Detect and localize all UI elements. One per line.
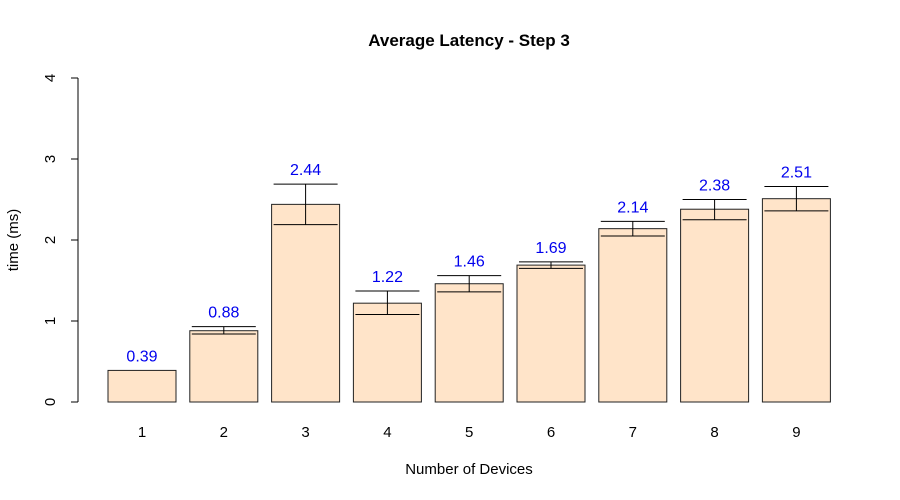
bars [107, 198, 831, 403]
error-bar [355, 290, 420, 316]
x-tick-label: 5 [465, 424, 473, 441]
bar [107, 369, 177, 403]
y-tick-label: 1 [42, 317, 59, 325]
data-label: 2.51 [781, 165, 812, 182]
chart-title: Average Latency - Step 3 [368, 31, 570, 50]
data-label: 0.39 [126, 348, 157, 365]
bar [434, 283, 504, 403]
x-tick-label: 4 [383, 424, 391, 441]
error-bar [682, 199, 747, 221]
data-labels: 0.39 0.88 2.44 1.22 1.46 1.69 2.14 2.38 2.51 [126, 162, 812, 365]
error-bars [191, 183, 829, 335]
data-label: 2.14 [617, 199, 648, 216]
x-tick-labels: 1 2 3 4 5 6 7 8 9 [138, 424, 801, 441]
data-label: 2.44 [290, 162, 321, 179]
y-tick-label: 3 [42, 155, 59, 163]
data-label: 2.38 [699, 178, 730, 195]
error-bar [191, 326, 256, 335]
bar [598, 228, 668, 403]
y-tick-label: 4 [42, 74, 59, 82]
bar [680, 208, 750, 403]
x-tick-label: 8 [710, 424, 718, 441]
bar [352, 302, 422, 403]
error-bar [273, 183, 338, 226]
x-axis-label: Number of Devices [405, 461, 533, 478]
error-bar [764, 186, 829, 212]
error-bar [600, 220, 665, 237]
x-tick-label: 2 [220, 424, 228, 441]
bar [761, 198, 831, 403]
data-label: 1.46 [454, 254, 485, 271]
x-tick-label: 7 [629, 424, 637, 441]
data-label: 0.88 [208, 305, 239, 322]
bar [189, 330, 259, 403]
x-tick-label: 9 [792, 424, 800, 441]
x-tick-label: 3 [301, 424, 309, 441]
y-axis-label: time (ms) [5, 209, 22, 272]
y-axis: 0 1 2 3 4 [42, 74, 79, 406]
data-label: 1.69 [535, 240, 566, 257]
x-tick-label: 6 [547, 424, 555, 441]
data-label: 1.22 [372, 269, 403, 286]
bar [271, 203, 341, 403]
error-bar [437, 275, 502, 293]
y-tick-label: 2 [42, 236, 59, 244]
error-bar [519, 261, 583, 269]
bar [516, 264, 586, 403]
x-tick-label: 1 [138, 424, 146, 441]
y-tick-label: 0 [42, 398, 59, 406]
